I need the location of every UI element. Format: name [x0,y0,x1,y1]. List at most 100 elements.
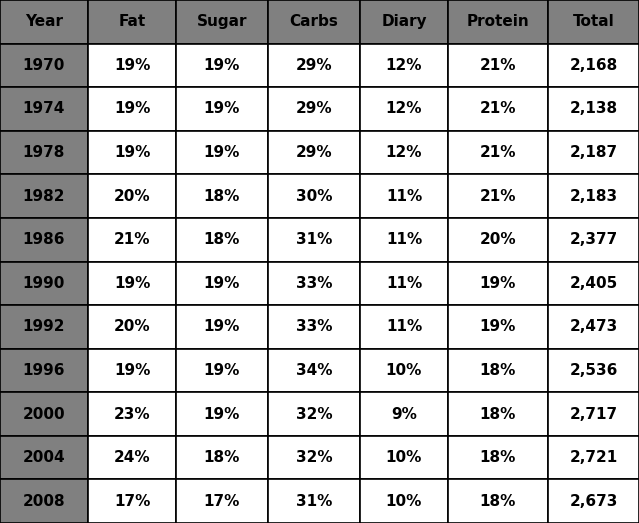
Text: 20%: 20% [480,232,516,247]
Bar [548,480,639,523]
Bar [176,0,268,43]
Text: 33%: 33% [296,276,332,291]
Text: 19%: 19% [114,101,150,117]
Bar [0,0,88,43]
Bar [268,87,360,131]
Bar [548,218,639,262]
Text: 30%: 30% [296,189,332,203]
Bar [548,392,639,436]
Text: 20%: 20% [114,320,150,334]
Text: 2,405: 2,405 [569,276,618,291]
Bar [176,218,268,262]
Text: 18%: 18% [480,406,516,422]
Text: Diary: Diary [381,14,427,29]
Bar [448,392,548,436]
Text: 19%: 19% [204,276,240,291]
Text: 2,187: 2,187 [569,145,617,160]
Text: 24%: 24% [114,450,150,465]
Text: 10%: 10% [386,494,422,509]
Bar [268,349,360,392]
Bar [88,87,176,131]
Bar [360,43,448,87]
Text: 29%: 29% [296,101,332,117]
Bar [0,480,88,523]
Bar [448,0,548,43]
Text: 19%: 19% [204,363,240,378]
Bar [548,0,639,43]
Text: 19%: 19% [204,320,240,334]
Text: 19%: 19% [114,145,150,160]
Text: 23%: 23% [114,406,150,422]
Text: 18%: 18% [480,450,516,465]
Text: 19%: 19% [114,276,150,291]
Bar [88,131,176,174]
Text: 2,183: 2,183 [569,189,617,203]
Text: 2,721: 2,721 [569,450,618,465]
Bar [548,43,639,87]
Bar [0,392,88,436]
Text: 20%: 20% [114,189,150,203]
Text: 2,473: 2,473 [569,320,618,334]
Text: 18%: 18% [204,232,240,247]
Text: 1970: 1970 [23,58,65,73]
Bar [548,262,639,305]
Bar [360,131,448,174]
Bar [360,174,448,218]
Text: 19%: 19% [480,320,516,334]
Text: 32%: 32% [296,406,332,422]
Bar [88,436,176,480]
Bar [0,43,88,87]
Text: 2004: 2004 [23,450,65,465]
Text: 19%: 19% [204,406,240,422]
Text: 1990: 1990 [23,276,65,291]
Bar [448,43,548,87]
Text: 2,138: 2,138 [569,101,617,117]
Text: 12%: 12% [386,101,422,117]
Bar [176,262,268,305]
Text: 17%: 17% [114,494,150,509]
Text: 10%: 10% [386,363,422,378]
Bar [268,174,360,218]
Bar [448,480,548,523]
Bar [268,43,360,87]
Bar [0,305,88,349]
Text: 11%: 11% [386,189,422,203]
Bar [0,218,88,262]
Text: 34%: 34% [296,363,332,378]
Text: 2000: 2000 [23,406,65,422]
Text: 21%: 21% [480,101,516,117]
Bar [88,262,176,305]
Bar [360,218,448,262]
Text: 21%: 21% [480,58,516,73]
Bar [448,87,548,131]
Bar [88,392,176,436]
Bar [0,349,88,392]
Bar [88,43,176,87]
Text: 12%: 12% [386,58,422,73]
Bar [360,480,448,523]
Bar [176,349,268,392]
Text: 1978: 1978 [23,145,65,160]
Bar [0,436,88,480]
Bar [176,436,268,480]
Bar [448,436,548,480]
Text: Protein: Protein [466,14,529,29]
Bar [0,131,88,174]
Bar [548,436,639,480]
Text: 19%: 19% [114,58,150,73]
Bar [548,87,639,131]
Text: 19%: 19% [204,58,240,73]
Bar [176,174,268,218]
Text: 29%: 29% [296,58,332,73]
Text: 18%: 18% [480,494,516,509]
Bar [360,349,448,392]
Text: 1992: 1992 [23,320,65,334]
Text: 2008: 2008 [23,494,65,509]
Bar [268,262,360,305]
Text: 2,673: 2,673 [569,494,618,509]
Bar [0,87,88,131]
Bar [268,480,360,523]
Text: 12%: 12% [386,145,422,160]
Text: Total: Total [573,14,614,29]
Bar [448,174,548,218]
